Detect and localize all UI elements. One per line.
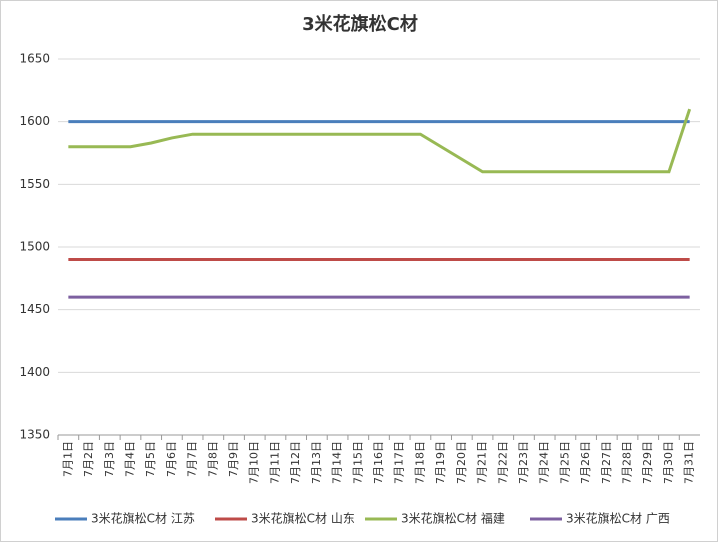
x-tick-label: 7月10日 [248, 441, 261, 484]
y-tick-label: 1450 [19, 302, 50, 316]
chart-title: 3米花旗松C材 [302, 13, 418, 35]
x-tick-label: 7月28日 [621, 441, 634, 484]
y-tick-label: 1350 [19, 428, 50, 442]
legend-label: 3米花旗松C材 广西 [566, 511, 670, 526]
x-tick-label: 7月25日 [558, 441, 571, 484]
y-tick-label: 1400 [19, 365, 50, 379]
x-tick-label: 7月27日 [600, 441, 613, 484]
x-tick-label: 7月9日 [227, 441, 240, 477]
x-tick-label: 7月22日 [496, 441, 509, 484]
x-tick-label: 7月7日 [186, 441, 199, 477]
x-tick-label: 7月17日 [393, 441, 406, 484]
x-tick-label: 7月5日 [144, 441, 157, 477]
x-tick-label: 7月30日 [662, 441, 675, 484]
x-tick-label: 7月12日 [289, 441, 302, 484]
x-tick-label: 7月18日 [413, 441, 426, 484]
x-tick-label: 7月14日 [331, 441, 344, 484]
x-tick-label: 7月21日 [476, 441, 489, 484]
x-tick-label: 7月2日 [82, 441, 95, 477]
x-tick-label: 7月19日 [434, 441, 447, 484]
x-tick-label: 7月23日 [517, 441, 530, 484]
legend-label: 3米花旗松C材 山东 [251, 511, 355, 526]
x-tick-label: 7月8日 [206, 441, 219, 477]
x-tick-label: 7月15日 [351, 441, 364, 484]
x-tick-label: 7月11日 [268, 441, 281, 484]
x-tick-label: 7月24日 [538, 441, 551, 484]
x-tick-label: 7月31日 [683, 441, 696, 484]
x-tick-label: 7月16日 [372, 441, 385, 484]
x-tick-label: 7月29日 [641, 441, 654, 484]
x-tick-label: 7月1日 [61, 441, 74, 477]
x-tick-label: 7月3日 [103, 441, 116, 477]
x-tick-label: 7月20日 [455, 441, 468, 484]
x-tick-label: 7月13日 [310, 441, 323, 484]
y-tick-label: 1550 [19, 177, 50, 191]
x-tick-label: 7月6日 [165, 441, 178, 477]
series-line [68, 108, 692, 174]
y-tick-label: 1500 [19, 240, 50, 254]
y-tick-label: 1600 [19, 114, 50, 128]
legend-label: 3米花旗松C材 江苏 [91, 511, 195, 526]
y-tick-label: 1650 [19, 52, 50, 66]
x-tick-label: 7月4日 [123, 441, 136, 477]
legend-label: 3米花旗松C材 福建 [401, 511, 505, 526]
x-tick-label: 7月26日 [579, 441, 592, 484]
